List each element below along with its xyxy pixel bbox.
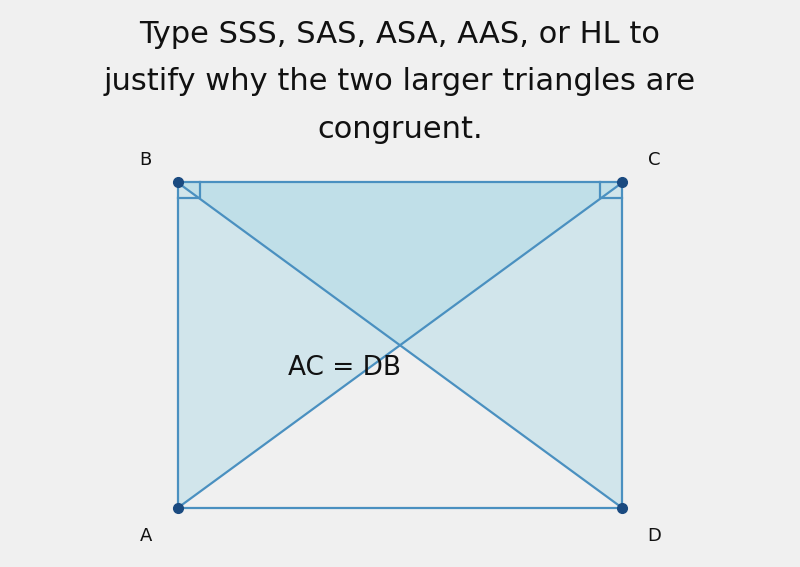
Text: A: A — [139, 527, 152, 545]
Text: AC = DB: AC = DB — [288, 355, 401, 380]
Text: congruent.: congruent. — [317, 115, 483, 144]
Text: Type SSS, SAS, ASA, AAS, or HL to: Type SSS, SAS, ASA, AAS, or HL to — [139, 20, 661, 49]
Text: D: D — [647, 527, 661, 545]
Text: justify why the two larger triangles are: justify why the two larger triangles are — [104, 67, 696, 96]
Text: B: B — [140, 151, 152, 169]
Text: C: C — [648, 151, 661, 169]
Polygon shape — [178, 183, 622, 508]
Polygon shape — [178, 183, 622, 508]
